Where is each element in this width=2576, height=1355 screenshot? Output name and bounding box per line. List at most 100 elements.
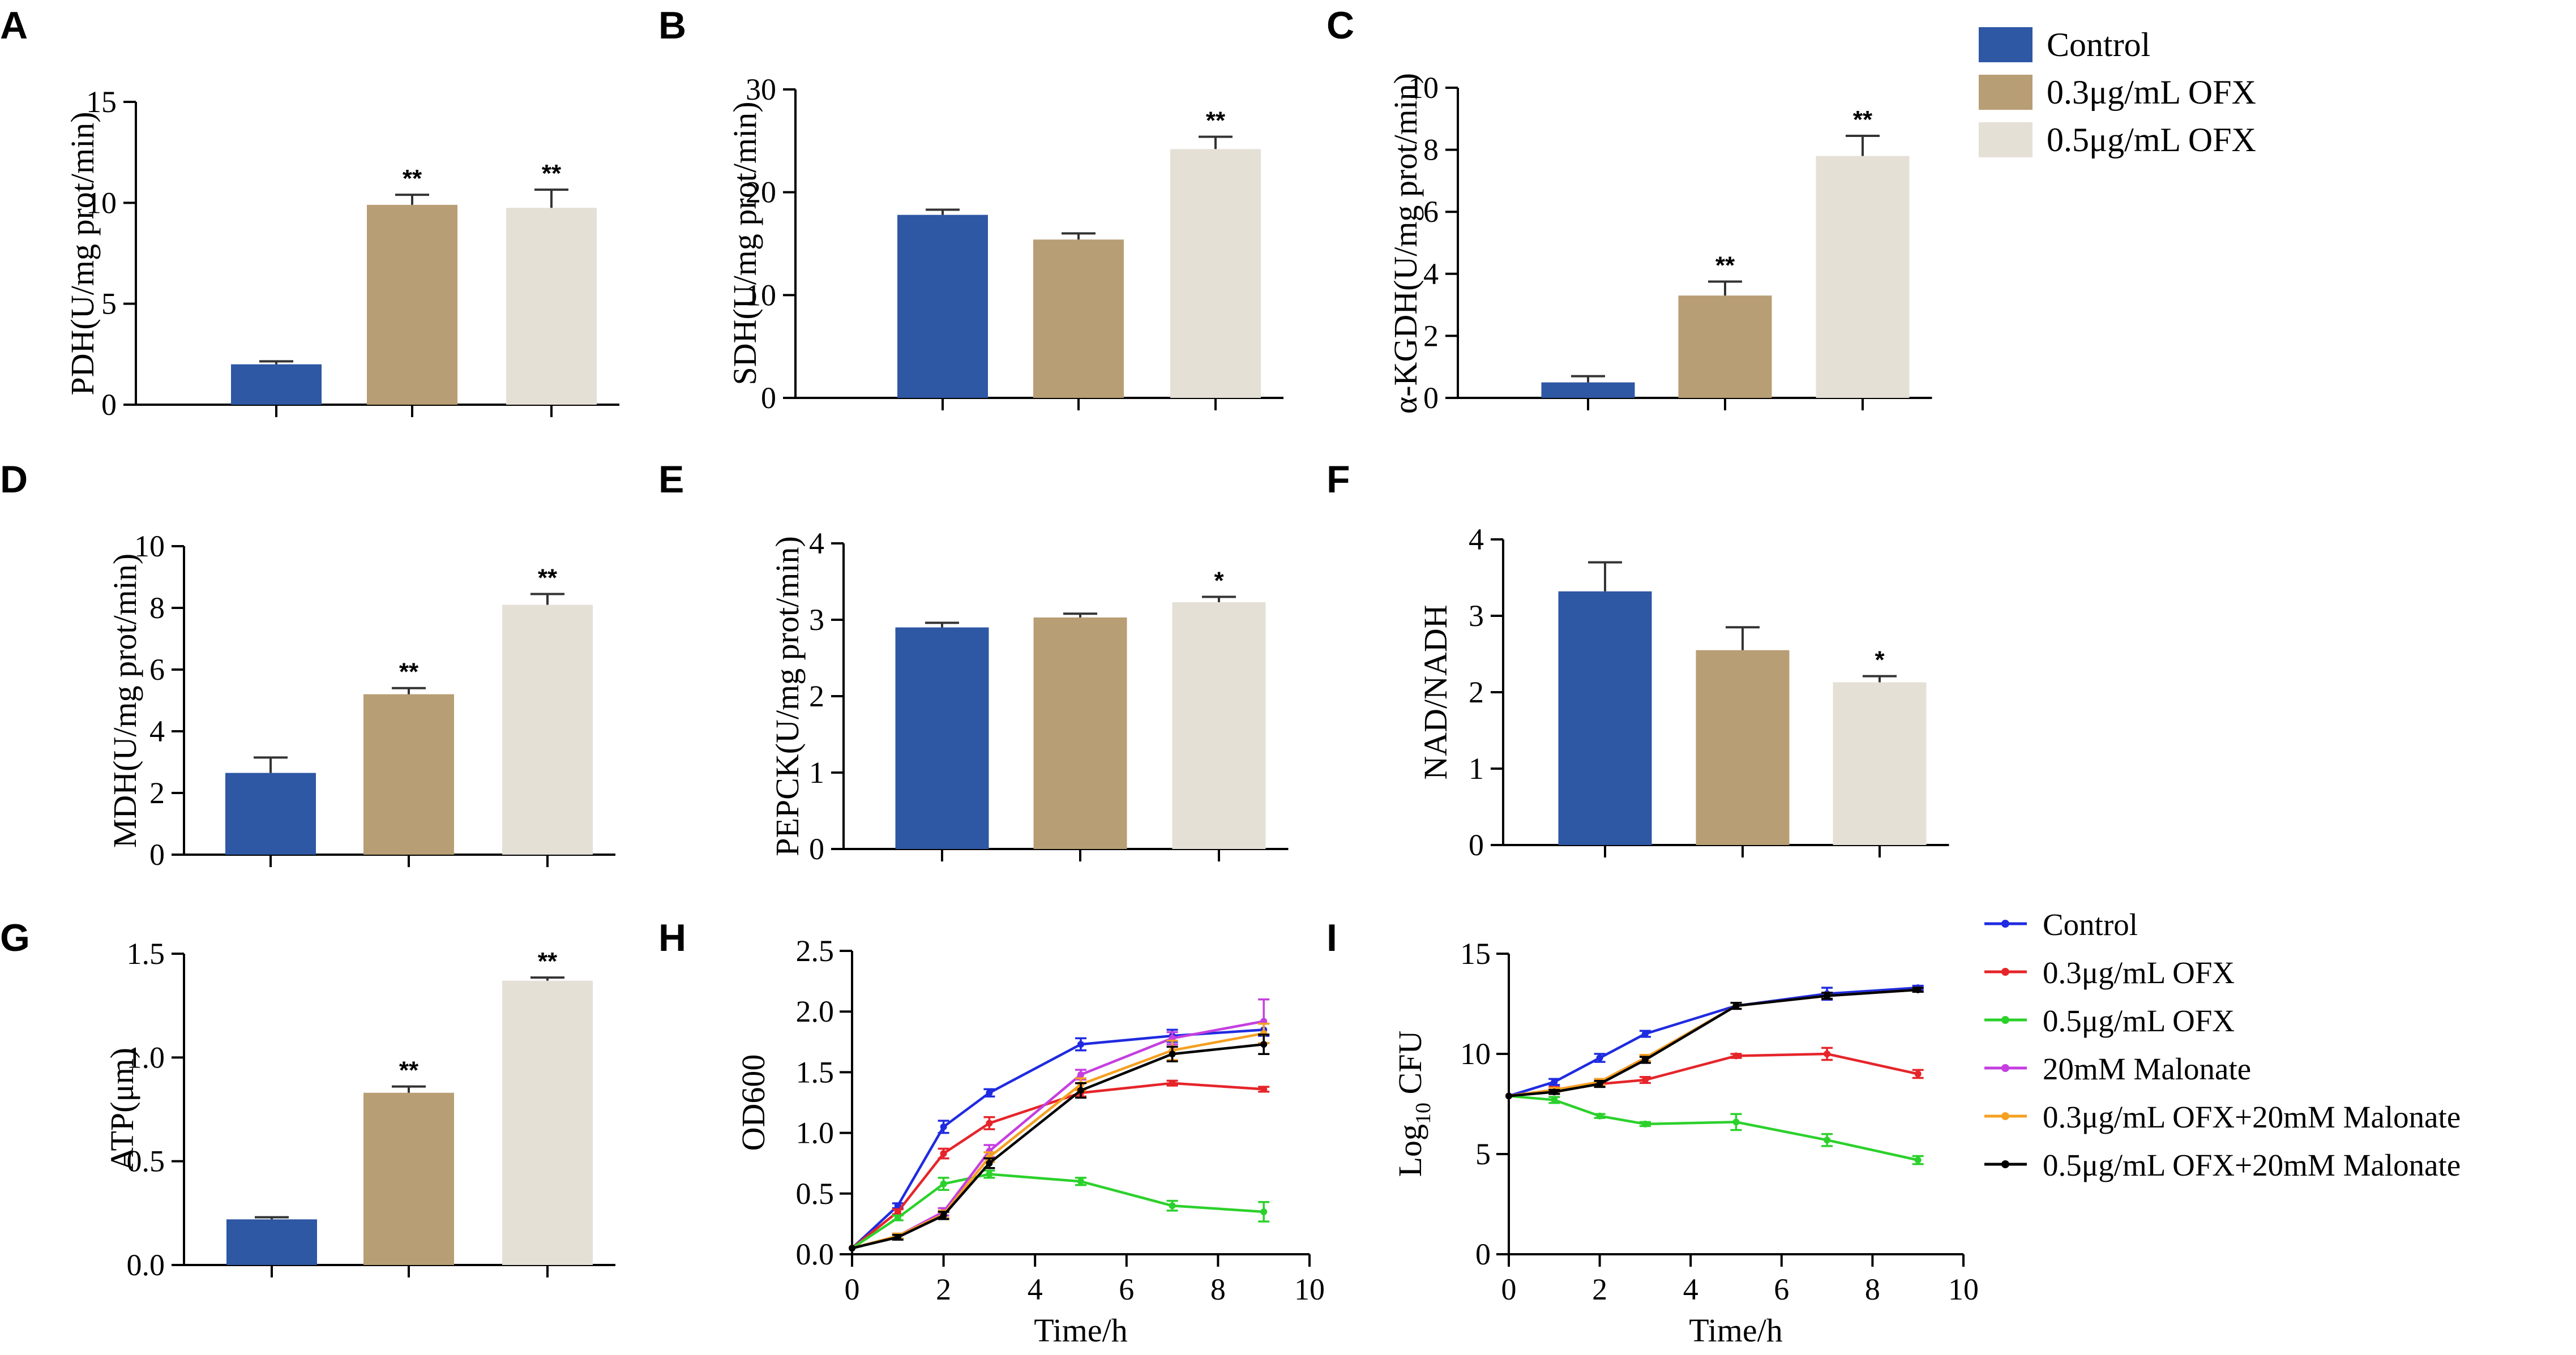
series-line: [1508, 988, 1918, 1097]
panel-letter: I: [1326, 916, 1337, 959]
y-axis-label: SDH(U/mg prot/min): [726, 101, 763, 385]
bar: [895, 627, 989, 849]
y-tick-label: 2: [149, 776, 165, 810]
x-tick-label: 2: [936, 1272, 951, 1306]
bar: [1696, 650, 1790, 845]
y-tick-label: 0.0: [796, 1237, 835, 1271]
series-6: [849, 1034, 1270, 1252]
data-point: [1169, 1079, 1176, 1087]
y-tick-label: 2: [809, 679, 824, 713]
y-tick-label: 2.0: [796, 994, 835, 1028]
y-tick-label: 4: [149, 714, 165, 748]
legend-swatch: [1979, 75, 2032, 110]
data-point: [894, 1208, 901, 1215]
legend-label: 0.5μg/mL OFX: [2043, 1004, 2235, 1038]
data-point: [940, 1212, 947, 1219]
data-point: [894, 1202, 901, 1210]
data-point: [1077, 1071, 1084, 1078]
line-legend: Control 0.3μg/mL OFX 0.5μg/mL OFX 20mM Malo…: [1984, 907, 2461, 1182]
data-point: [894, 1214, 901, 1221]
data-point: [1914, 1070, 1922, 1078]
x-axis-label: Time/h: [1689, 1312, 1782, 1349]
series-line: [1508, 986, 1918, 1097]
y-tick-label: 6: [1423, 195, 1439, 229]
y-tick-label: 10: [746, 278, 776, 312]
x-tick-label: 0: [845, 1272, 860, 1306]
y-tick-label: 2: [1469, 675, 1484, 709]
data-point: [1732, 1052, 1740, 1060]
significance-marker: **: [542, 160, 562, 187]
x-tick-label: 10: [1294, 1272, 1325, 1306]
significance-marker: **: [1853, 106, 1873, 134]
data-point: [1551, 1088, 1558, 1096]
data-point: [1641, 1056, 1649, 1064]
y-axis-label: ATP(μm): [104, 1048, 140, 1171]
x-tick-label: 8: [1865, 1272, 1880, 1306]
legend-marker: [2001, 1112, 2009, 1120]
significance-marker: **: [1715, 252, 1735, 280]
data-point: [1260, 1086, 1268, 1093]
data-point: [986, 1089, 993, 1096]
panel-a: A 0 5 10 15 ** ** PDH(U/mg prot/min): [0, 4, 619, 422]
x-tick-label: 8: [1210, 1272, 1226, 1306]
data-point: [1551, 1096, 1558, 1104]
bar: [363, 694, 454, 855]
data-point: [1169, 1050, 1176, 1058]
data-point: [986, 1160, 993, 1167]
panel-g: G 0.0 0.5 1.0 1.5 ** ** ATP(μm): [0, 916, 615, 1282]
series-4: [1505, 986, 1924, 1100]
data-point: [1824, 992, 1831, 1000]
data-point: [986, 1120, 993, 1127]
y-axis-label: α-KGDH(U/mg prot/min): [1387, 73, 1424, 414]
panel-letter: D: [0, 458, 28, 501]
legend-swatch: [1979, 122, 2032, 157]
series-line: [851, 1032, 1264, 1250]
data-point: [1732, 1002, 1740, 1010]
x-tick-label: 4: [1683, 1272, 1698, 1306]
data-point: [1914, 1156, 1922, 1164]
legend-label: 20mM Malonate: [2043, 1052, 2251, 1086]
legend-swatch: [1979, 27, 2032, 62]
data-point: [1596, 1080, 1603, 1088]
panel-letter: A: [0, 4, 28, 47]
series-3: [1505, 1092, 1924, 1165]
y-tick-label: 3: [809, 603, 824, 637]
bar: [502, 980, 593, 1265]
y-tick-label: 2.5: [796, 934, 835, 968]
panel-letter: F: [1326, 458, 1350, 501]
y-tick-label: 0: [1469, 828, 1484, 862]
y-tick-label: 6: [149, 653, 165, 687]
panel-e: E 0 1 2 3 4 * PEPCK(U/mg prot/min): [658, 458, 1289, 866]
y-tick-label: 4: [1469, 522, 1484, 556]
x-tick-label: 6: [1119, 1272, 1134, 1306]
data-point: [849, 1245, 855, 1252]
bar: [1558, 591, 1652, 845]
panel-i: I 0 5 10 15 0 2 4 6 8 10 Log10 CFU Time/h: [1326, 916, 1979, 1349]
y-tick-label: 30: [746, 72, 776, 106]
significance-marker: **: [399, 1057, 419, 1084]
data-point: [894, 1233, 901, 1241]
data-point: [1824, 1050, 1831, 1057]
y-tick-label: 1.0: [127, 1040, 165, 1074]
y-tick-label: 8: [1423, 133, 1439, 167]
bar: [363, 1092, 454, 1265]
legend-label: 0.5μg/mL OFX+20mM Malonate: [2043, 1148, 2461, 1182]
bar: [1172, 602, 1266, 849]
significance-marker: **: [403, 165, 422, 192]
x-tick-label: 4: [1028, 1272, 1043, 1306]
y-tick-label: 0: [1423, 381, 1439, 415]
legend-label: 0.5μg/mL OFX: [2047, 121, 2256, 158]
series-2: [849, 1079, 1270, 1252]
bar-legend: Control 0.3μg/mL OFX 0.5μg/mL OFX: [1979, 26, 2256, 158]
y-tick-label: 1: [1469, 752, 1484, 786]
data-point: [1641, 1120, 1649, 1127]
y-tick-label: 10: [1460, 1037, 1491, 1071]
y-tick-label: 15: [86, 85, 117, 119]
panel-letter: H: [658, 916, 686, 959]
series-6: [1505, 986, 1924, 1100]
series-line: [851, 1043, 1264, 1250]
series-line: [1508, 1095, 1919, 1161]
bar: [1033, 617, 1127, 849]
x-tick-label: 0: [1501, 1272, 1517, 1306]
